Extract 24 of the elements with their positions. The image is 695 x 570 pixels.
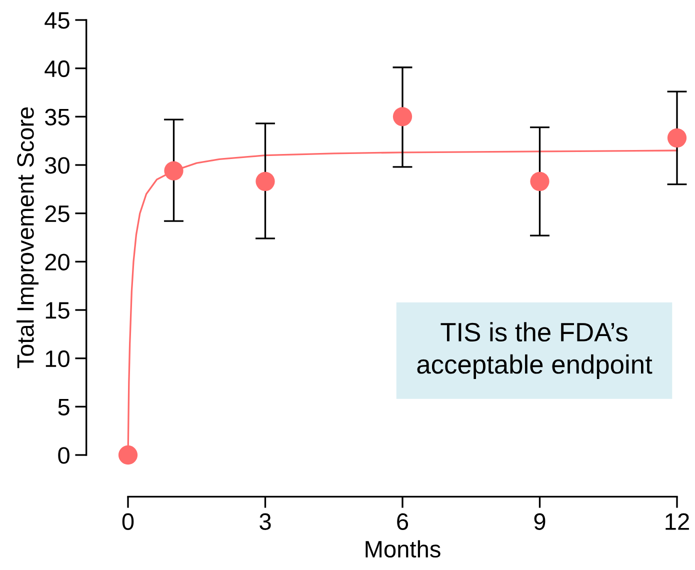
x-tick-label: 3	[260, 513, 271, 530]
y-tick-label: 10	[46, 350, 70, 368]
y-tick-label: 20	[45, 254, 70, 270]
y-axis-title: Total Improvement Score	[16, 107, 39, 368]
y-tick-label: 45	[44, 12, 70, 29]
x-axis-title: Months	[366, 540, 440, 558]
y-tick-label: 0	[58, 447, 70, 464]
point	[530, 172, 550, 192]
y-tick-label: 35	[45, 108, 70, 126]
point	[256, 172, 275, 192]
x-tick-label: 0	[122, 513, 134, 530]
point	[392, 107, 412, 126]
y-tick-label: 25	[45, 205, 70, 222]
point	[164, 161, 184, 180]
y-tick-label: 5	[58, 398, 70, 416]
x-tick-label: 12	[666, 513, 689, 530]
point	[118, 445, 138, 465]
y-tick-label: 40	[44, 60, 70, 78]
x-tick-label: 9	[534, 513, 546, 530]
x-tick-label: 6	[397, 513, 408, 530]
y-tick-label: 30	[45, 157, 70, 174]
annotation: TIS is the FDA’s acceptable endpoint	[417, 322, 652, 380]
y-tick-label: 15	[46, 302, 70, 319]
point	[667, 128, 687, 148]
